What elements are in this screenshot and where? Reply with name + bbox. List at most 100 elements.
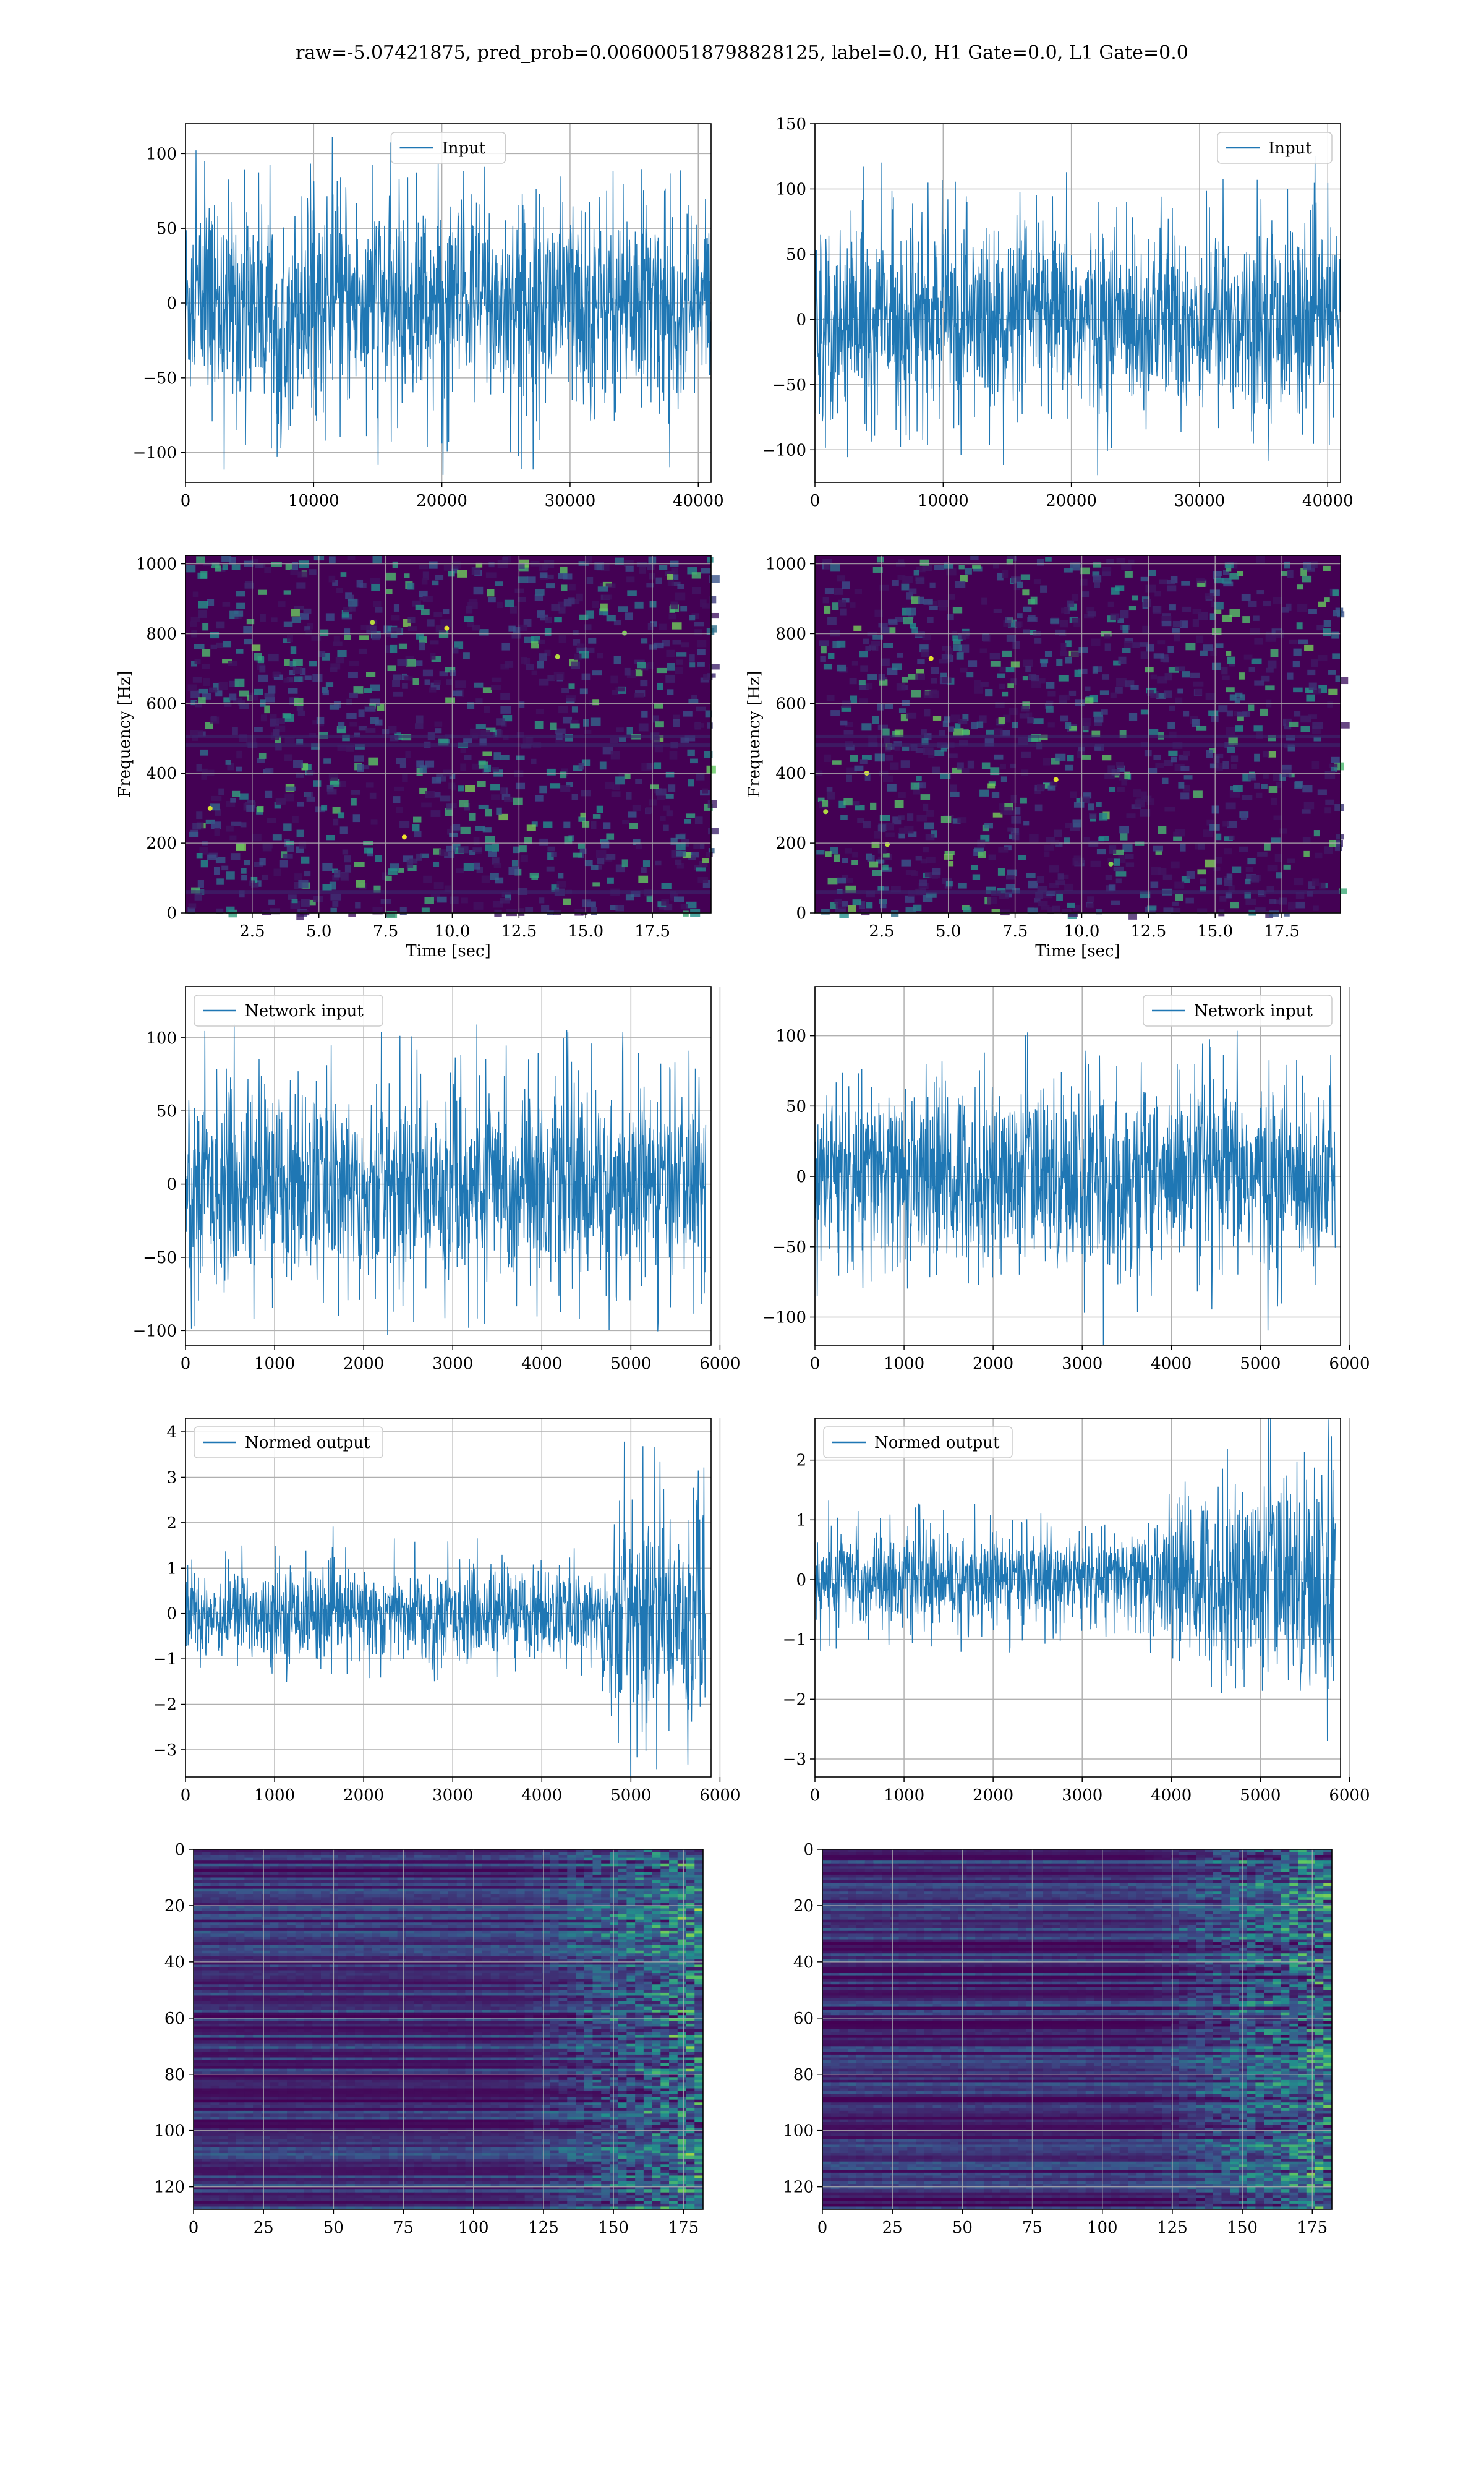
heat-cell [628,811,637,818]
heat-cell [321,1894,330,1898]
heat-cell [1120,610,1129,618]
heat-cell [270,1877,279,1881]
heat-peak [1053,777,1059,782]
heat-cell [420,609,430,615]
heat-cell [660,1855,670,1859]
heat-cell [270,1891,279,1895]
heat-cell [278,1860,288,1864]
heat-cell [850,755,858,762]
heat-cell [254,653,262,661]
heat-cell [479,629,489,636]
heat-cell [490,1863,500,1867]
heat-cell [295,1919,305,1923]
heat-cell [485,572,497,578]
heat-cell [210,1894,220,1898]
heat-cell [244,1868,254,1872]
heat-cell [669,1922,678,1926]
heat-cell [1083,722,1090,730]
heat-cell [312,1872,322,1875]
heat-cell [669,1945,678,1948]
heat-cell [646,583,654,588]
heat-cell [988,854,996,860]
heat-cell [482,1936,492,1940]
heat-cell [550,1866,560,1870]
heat-cell [837,664,846,672]
heat-cell [931,678,937,684]
heat-cell [422,1905,432,1909]
heat-cell [239,703,249,709]
heat-cell [338,722,345,730]
heat-cell [635,1936,644,1940]
heat-cell [346,1868,356,1872]
heat-cell [253,1872,262,1875]
heat-cell [500,898,510,904]
heat-cell [286,844,294,852]
heat-cell [1254,782,1260,789]
heat-cell [513,846,520,854]
heat-cell [363,1948,372,1951]
heat-cell [474,1908,483,1912]
heat-cell [422,1872,432,1875]
heat-cell [707,557,714,563]
x-tick-label: 0 [810,1355,821,1373]
heat-cell [702,788,709,794]
heat-cell [338,1950,347,1954]
heat-cell [576,1953,585,1957]
heat-cell [635,844,642,850]
heat-cell [346,1936,356,1940]
heat-cell [492,844,500,852]
heat-cell [422,1908,432,1912]
heat-cell [219,1855,228,1859]
heat-cell [1286,603,1292,611]
heat-cell [663,904,673,911]
heat-cell [852,899,862,906]
heat-cell [202,1874,211,1878]
x-tick-label: 2000 [973,1786,1013,1805]
heat-cell [1311,878,1320,886]
heat-cell [844,848,853,854]
heat-cell [448,1880,458,1884]
heat-cell [609,1948,619,1951]
heat-cell [388,1956,398,1959]
x-tick-label: 40000 [673,492,724,510]
heat-cell [1033,579,1041,584]
heat-cell [1170,861,1180,869]
heat-cell [261,1857,271,1861]
page-title: raw=-5.07421875, pred_prob=0.00600051879… [296,42,1188,64]
heat-cell [492,901,503,908]
heat-cell [550,1883,560,1886]
heat-cell [453,844,461,850]
heat-cell [261,1939,271,1943]
heat-cell [216,878,224,885]
heat-cell [210,1961,220,1965]
heat-cell [414,1888,424,1892]
heat-cell [1060,715,1069,722]
heat-cell [677,1905,687,1909]
y-tick-label: 0 [166,1605,177,1624]
heat-cell [254,727,263,732]
x-tick-label: 10000 [288,492,339,510]
heat-cell [431,1919,440,1923]
heat-cell [332,875,340,881]
heat-cell [431,1905,440,1909]
heat-cell [287,1899,296,1903]
heat-cell [524,1897,534,1901]
heat-cell [253,1919,262,1923]
heat-cell [419,594,426,601]
heat-cell [295,1961,305,1965]
heat-cell [278,1919,288,1923]
heat-cell [431,1891,440,1895]
heat-cell [297,801,304,807]
heat-cell [885,755,893,761]
heat-cell [261,1863,271,1867]
heat-cell [460,745,466,753]
heat-cell [219,1857,228,1861]
heat-cell [692,586,701,594]
heat-peak [555,654,560,659]
heat-cell [269,714,277,719]
heat-cell [455,680,466,688]
heat-cell [671,581,681,586]
heat-cell [244,1891,254,1895]
heat-cell [422,669,433,677]
heat-cell [652,1939,661,1943]
